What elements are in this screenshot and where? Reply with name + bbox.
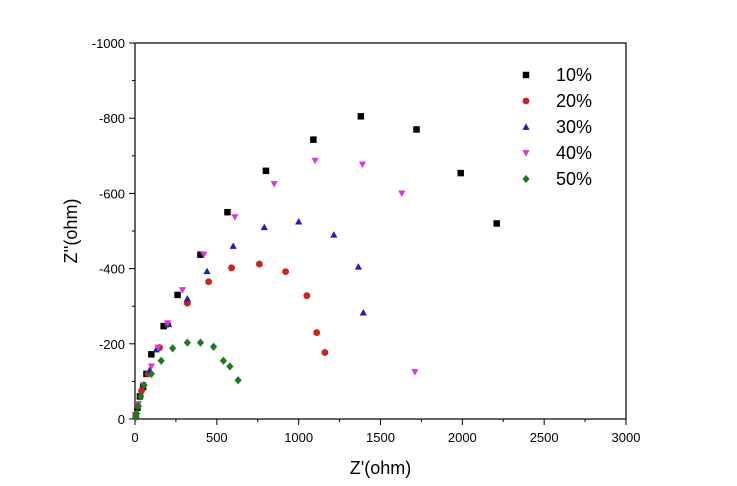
y-tick-label: -200 (99, 337, 125, 352)
data-point (413, 126, 420, 133)
tick-labels: 0 500 1000 1500 2000 2500 3000 0 -200 -400 -600 -80… (92, 36, 641, 445)
data-point (224, 208, 231, 216)
y-tick-label: -400 (99, 262, 125, 277)
data-point (157, 356, 165, 365)
data-point (197, 251, 204, 258)
y-tick-label: -600 (99, 186, 125, 201)
legend-label: 10% (556, 65, 592, 85)
y-axis-title: Z''(ohm) (61, 199, 81, 264)
data-point (226, 362, 234, 371)
legend-label: 30% (556, 117, 592, 137)
data-point (234, 376, 242, 385)
data-point (357, 113, 365, 120)
data-point (137, 392, 145, 401)
series-50pct (132, 338, 242, 422)
data-point (154, 344, 162, 352)
data-point (164, 320, 172, 327)
data-point (178, 287, 187, 294)
x-tick-label: 3000 (612, 430, 641, 445)
data-point (493, 220, 500, 227)
data-point (169, 344, 177, 353)
data-point (133, 409, 141, 418)
legend-marker (522, 150, 530, 157)
data-point (138, 387, 145, 395)
legend-item: 30% (522, 117, 592, 137)
x-tick-label: 1500 (366, 430, 395, 445)
data-point (228, 264, 235, 272)
series-30pct (132, 218, 367, 419)
data-point (457, 169, 464, 177)
legend-item: 40% (522, 143, 592, 163)
data-point (262, 167, 270, 175)
legend-marker (522, 71, 530, 79)
data-point (183, 295, 191, 302)
x-tick-label: 0 (131, 430, 138, 445)
data-point (398, 190, 406, 197)
data-point (354, 263, 363, 270)
legend-label: 20% (556, 91, 592, 111)
data-point (231, 214, 239, 221)
data-point (358, 161, 367, 169)
data-point (282, 268, 289, 276)
data-points (132, 113, 500, 422)
data-point (209, 342, 218, 351)
data-point (203, 267, 211, 275)
plot-frame (134, 42, 627, 420)
data-point (147, 363, 155, 370)
data-point (148, 351, 155, 358)
legend-marker (522, 174, 530, 184)
legend-label: 40% (556, 143, 592, 163)
data-point (200, 251, 208, 259)
data-point (219, 356, 227, 365)
data-point (330, 231, 338, 238)
legend-label: 50% (556, 169, 592, 189)
x-tick-label: 2000 (448, 430, 477, 445)
legend: 10% 20% 30% 40% 50% (522, 65, 592, 189)
x-tick-label: 500 (206, 430, 228, 445)
data-point (303, 292, 311, 300)
data-point (411, 369, 419, 376)
legend-marker (522, 97, 530, 105)
data-point (313, 329, 321, 336)
legend-item: 10% (522, 65, 592, 85)
axes (134, 42, 627, 420)
x-axis-title: Z'(ohm) (350, 458, 411, 478)
data-point (260, 223, 268, 231)
data-point (311, 157, 319, 165)
y-tick-label: -800 (99, 111, 125, 126)
data-point (196, 338, 205, 347)
data-point (270, 181, 278, 188)
data-point (205, 278, 213, 286)
data-point (160, 322, 167, 330)
y-tick-label: -1000 (92, 36, 125, 51)
data-point (183, 338, 191, 347)
y-tick-label: 0 (118, 412, 125, 427)
data-point (310, 136, 317, 143)
data-point (255, 260, 263, 268)
data-point (140, 381, 148, 390)
x-tick-label: 2500 (530, 430, 559, 445)
x-tick-label: 1000 (284, 430, 313, 445)
series-40pct (132, 157, 419, 419)
tick-marks (129, 42, 627, 425)
data-point (229, 242, 237, 249)
series-20pct (132, 260, 329, 419)
legend-item: 20% (522, 91, 592, 111)
legend-marker (522, 123, 530, 130)
data-point (359, 308, 367, 316)
data-point (321, 349, 329, 356)
legend-item: 50% (522, 169, 592, 189)
data-point (134, 401, 142, 410)
data-point (174, 291, 181, 299)
data-point (147, 369, 155, 379)
data-point (295, 218, 303, 225)
